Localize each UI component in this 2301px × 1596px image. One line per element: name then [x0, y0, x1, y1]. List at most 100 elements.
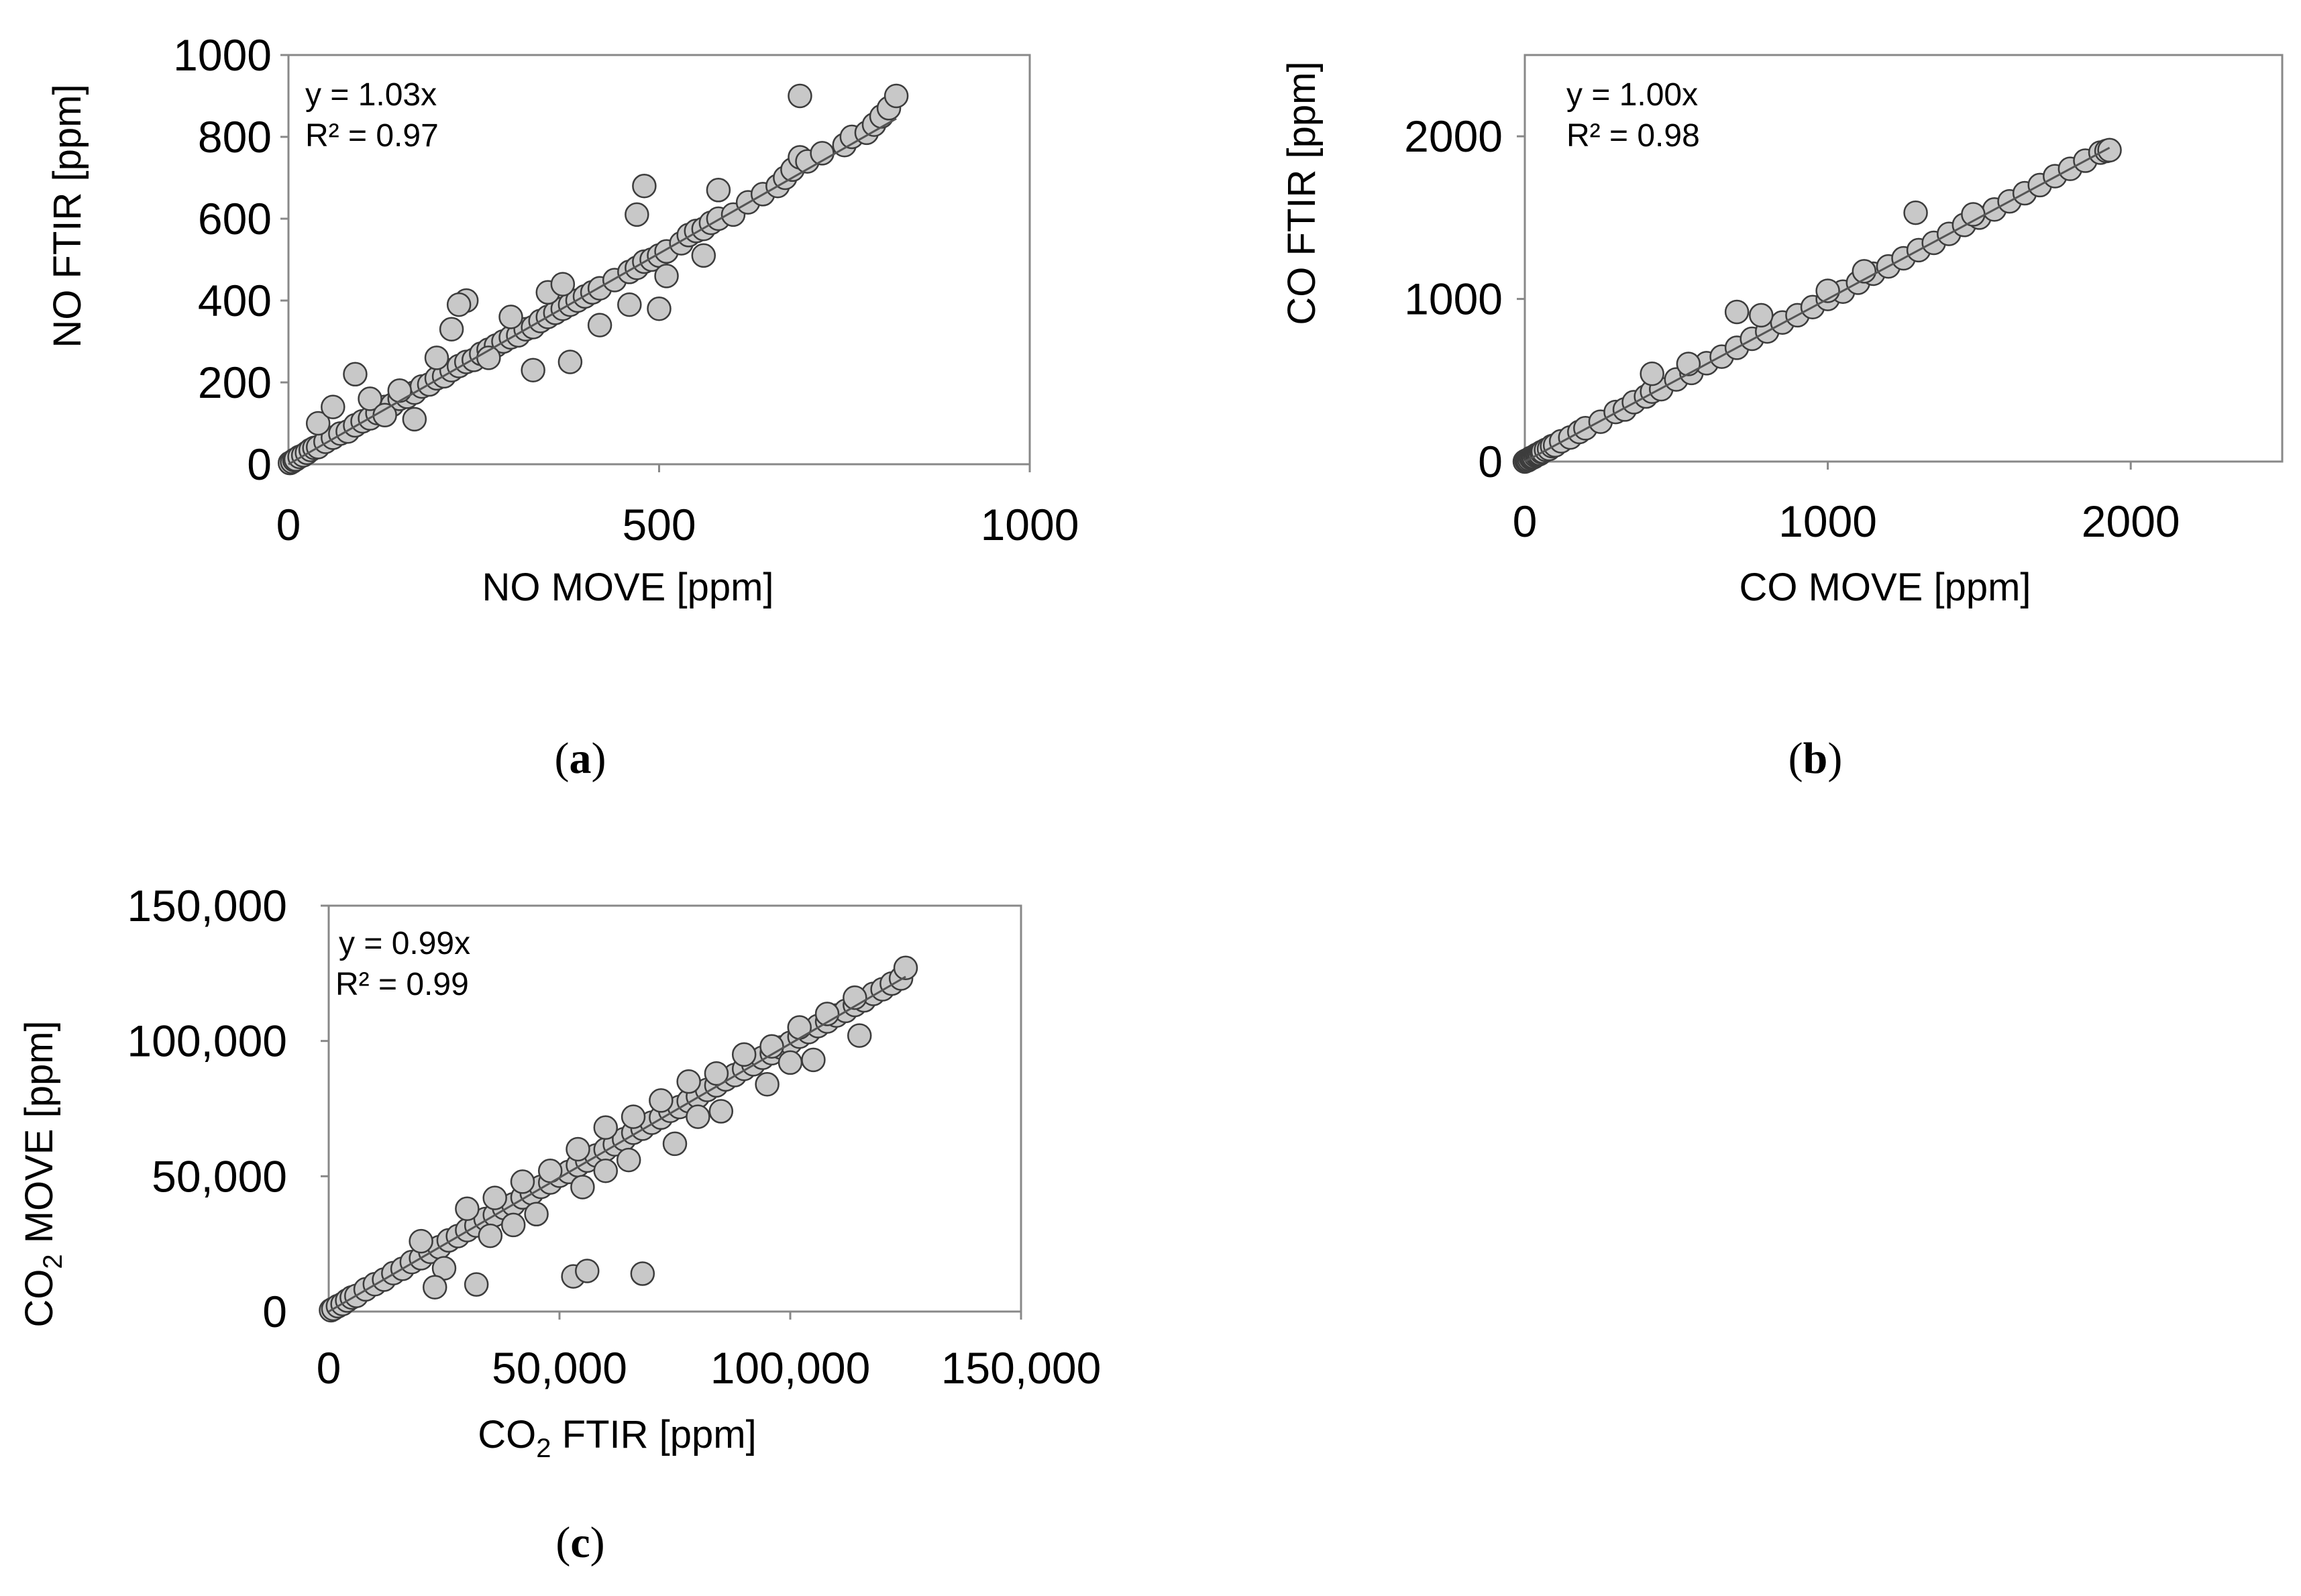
y-tick-label: 0	[1478, 437, 1503, 486]
data-point	[2097, 138, 2122, 163]
data-point	[778, 1050, 803, 1075]
r-squared-c: R² = 0.99	[335, 967, 469, 1002]
y-axis-label-b: CO FTIR [ppm]	[1280, 61, 1324, 325]
y-axis-label-a: NO FTIR [ppm]	[46, 84, 89, 348]
plot-area-a: 0 200 400 600 800 1000 0 500 1000	[173, 30, 1079, 549]
data-point	[446, 292, 472, 317]
data-point	[708, 1099, 734, 1124]
data-point	[1676, 352, 1701, 376]
data-point	[593, 1115, 619, 1140]
data-point	[587, 313, 612, 337]
x-axis-label-a: NO MOVE [ppm]	[482, 566, 773, 609]
y-tick-label: 200	[198, 358, 272, 407]
data-point	[305, 411, 331, 436]
data-point	[1748, 303, 1774, 328]
data-point	[1903, 200, 1928, 225]
y-axis-label-c: CO2 MOVE [ppm]	[17, 1020, 68, 1327]
plot-area-b: 0 1000 2000 0 1000 2000	[1404, 54, 2284, 546]
data-point	[731, 1042, 757, 1067]
data-point	[482, 1185, 507, 1210]
data-point	[358, 386, 382, 411]
data-point	[524, 1202, 549, 1227]
data-point	[510, 1169, 535, 1194]
data-point	[647, 296, 672, 321]
equation-c: y = 0.99x	[339, 926, 470, 961]
r-squared-b: R² = 0.98	[1566, 118, 1700, 154]
data-point	[706, 178, 731, 203]
data-point	[455, 1196, 480, 1221]
data-point	[500, 1212, 526, 1238]
x-tick-label: 100,000	[710, 1343, 871, 1393]
x-tick-label: 1000	[981, 500, 1079, 549]
y-tick-label: 0	[262, 1287, 287, 1336]
x-tick-label: 500	[622, 500, 696, 549]
data-point	[343, 362, 368, 387]
data-point	[566, 1136, 590, 1162]
data-point	[593, 1159, 619, 1183]
data-point	[686, 1104, 710, 1129]
data-point	[402, 407, 427, 432]
data-point	[1724, 299, 1750, 325]
x-axis-label-c: CO2 FTIR [ppm]	[478, 1413, 756, 1463]
data-point	[630, 1261, 655, 1286]
x-axis-label-b: CO MOVE [ppm]	[1739, 566, 2031, 609]
r-squared-a: R² = 0.97	[305, 118, 439, 154]
data-point	[704, 1061, 729, 1086]
data-point	[387, 378, 412, 403]
chart-b: 0 1000 2000 0 1000 2000 CO MOVE [ppm] CO FTIR…	[1280, 54, 2284, 609]
y-tick-label: 100,000	[127, 1016, 287, 1066]
data-point	[1961, 202, 1986, 227]
data-point	[439, 317, 464, 341]
trendline	[328, 975, 906, 1313]
data-point	[691, 243, 716, 268]
data-point	[884, 83, 909, 109]
data-point	[422, 1275, 447, 1299]
data-point	[847, 1023, 872, 1048]
x-tick-label: 1000	[1778, 496, 1877, 546]
data-point	[1640, 361, 1664, 386]
y-tick-label: 600	[198, 194, 272, 244]
chart-c: 0 50,000 100,000 150,000 0 50,000 100,000 150,0…	[17, 881, 1101, 1463]
data-point	[893, 955, 918, 981]
plot-area-c: 0 50,000 100,000 150,000 0 50,000 100,000 150,0…	[127, 881, 1101, 1393]
y-tick-label: 0	[247, 439, 272, 489]
caption-a: (a)	[554, 734, 606, 783]
data-point	[321, 394, 345, 419]
data-point	[801, 1047, 826, 1073]
data-point	[557, 350, 583, 374]
data-point	[788, 83, 812, 109]
data-point	[409, 1228, 433, 1254]
x-tick-label: 150,000	[941, 1343, 1102, 1393]
trendline	[1524, 146, 2110, 463]
y-tick-label: 800	[198, 112, 272, 162]
y-tick-label: 400	[198, 276, 272, 325]
plot-frame-b	[1523, 54, 2284, 463]
data-point	[662, 1131, 688, 1157]
caption-c: (c)	[555, 1518, 605, 1567]
x-tick-label: 50,000	[492, 1343, 627, 1393]
data-point	[521, 358, 545, 382]
y-tick-label: 2000	[1404, 111, 1503, 161]
y-tick-label: 1000	[173, 30, 272, 80]
x-tick-label: 0	[276, 500, 301, 549]
data-point	[550, 272, 576, 297]
data-point	[464, 1272, 489, 1297]
x-tick-label: 0	[1513, 496, 1538, 546]
trendline	[288, 117, 897, 466]
data-point	[625, 202, 649, 227]
y-tick-label: 50,000	[152, 1151, 287, 1201]
data-point	[654, 264, 679, 288]
data-point	[575, 1259, 600, 1283]
equation-a: y = 1.03x	[305, 77, 437, 113]
data-point	[616, 1147, 641, 1173]
data-point	[649, 1088, 674, 1113]
y-tick-label: 1000	[1404, 274, 1503, 324]
caption-b: (b)	[1788, 734, 1843, 783]
data-point	[424, 345, 449, 370]
x-tick-label: 2000	[2082, 496, 2180, 546]
data-point	[787, 1015, 812, 1040]
data-point	[755, 1071, 780, 1097]
data-point	[498, 305, 523, 329]
data-point	[617, 292, 642, 317]
data-point	[570, 1175, 595, 1200]
